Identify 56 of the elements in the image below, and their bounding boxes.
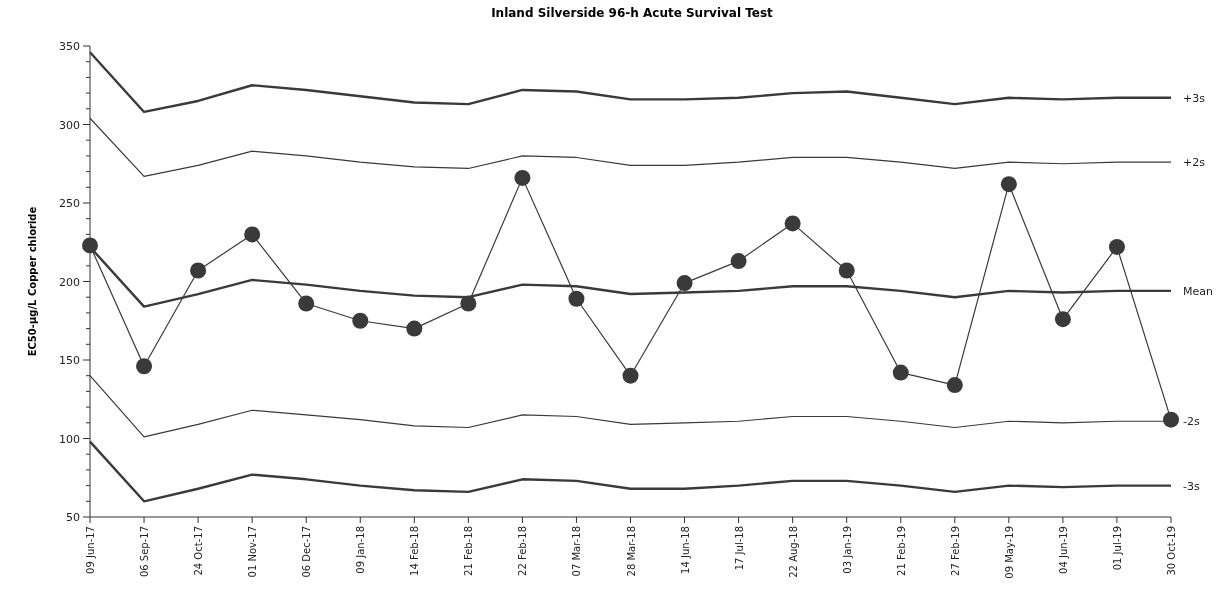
series-label: +2s	[1183, 156, 1206, 170]
x-tick-label: 27 Feb-19	[949, 526, 961, 576]
point	[838, 262, 855, 279]
point	[514, 169, 531, 186]
point	[190, 262, 207, 279]
y-tick-label: 150	[59, 354, 80, 367]
x-tick-label: 06 Sep-17	[139, 526, 151, 578]
point	[946, 377, 963, 394]
series-label: Mean	[1183, 284, 1213, 298]
point	[244, 226, 261, 243]
point	[352, 312, 369, 329]
y-axis-title: EC50-µg/L Copper chloride	[27, 206, 38, 357]
y-tick-label: 350	[59, 40, 80, 53]
point	[406, 320, 423, 337]
x-tick-label: 22 Aug-18	[787, 526, 799, 578]
series-label: +3s	[1183, 91, 1206, 105]
y-tick-label: 250	[59, 197, 80, 210]
chart-title: Inland Silverside 96-h Acute Survival Test	[491, 6, 774, 20]
x-tick-label: 01 Jul-19	[1111, 526, 1123, 571]
x-tick-label: 17 Jul-18	[733, 526, 745, 571]
point	[298, 295, 315, 312]
x-tick-label: 06 Dec-17	[301, 526, 313, 578]
point	[1054, 311, 1071, 328]
x-tick-label: 07 Mar-18	[571, 526, 583, 577]
y-tick-label: 50	[66, 511, 80, 524]
y-tick-label: 300	[59, 118, 80, 132]
x-tick-label: 22 Feb-18	[517, 526, 529, 576]
x-tick-label: 01 Nov-17	[247, 526, 259, 578]
x-tick-label: 21 Feb-18	[463, 526, 475, 576]
x-tick-label: 28 Mar-18	[625, 526, 637, 577]
point	[730, 253, 747, 270]
point	[622, 367, 639, 384]
point	[568, 290, 585, 307]
x-tick-label: 09 Jan-18	[355, 526, 367, 574]
x-tick-label: 09 Jun-17	[85, 526, 96, 574]
point	[676, 275, 693, 292]
point	[892, 364, 909, 381]
x-tick-label: 09 May-19	[1003, 526, 1015, 579]
point	[82, 237, 98, 254]
point	[460, 295, 477, 312]
x-tick-label: 04 Jun-19	[1057, 526, 1069, 574]
point	[1108, 238, 1125, 255]
y-tick-label: 200	[59, 275, 80, 289]
point	[1163, 411, 1179, 428]
x-tick-label: 14 Jun-18	[679, 526, 691, 574]
x-tick-label: 30 Oct-19	[1166, 526, 1177, 576]
point	[1000, 176, 1017, 193]
point	[784, 215, 801, 232]
y-tick-label: 100	[59, 432, 80, 446]
x-tick-label: 24 Oct-17	[193, 526, 205, 576]
x-tick-label: 03 Jan-19	[841, 526, 853, 574]
x-tick-label: 14 Feb-18	[409, 526, 421, 576]
series-label: -3s	[1183, 479, 1200, 493]
x-tick-label: 21 Feb-19	[895, 526, 907, 576]
series-label: -2s	[1183, 415, 1200, 429]
point	[136, 358, 153, 375]
